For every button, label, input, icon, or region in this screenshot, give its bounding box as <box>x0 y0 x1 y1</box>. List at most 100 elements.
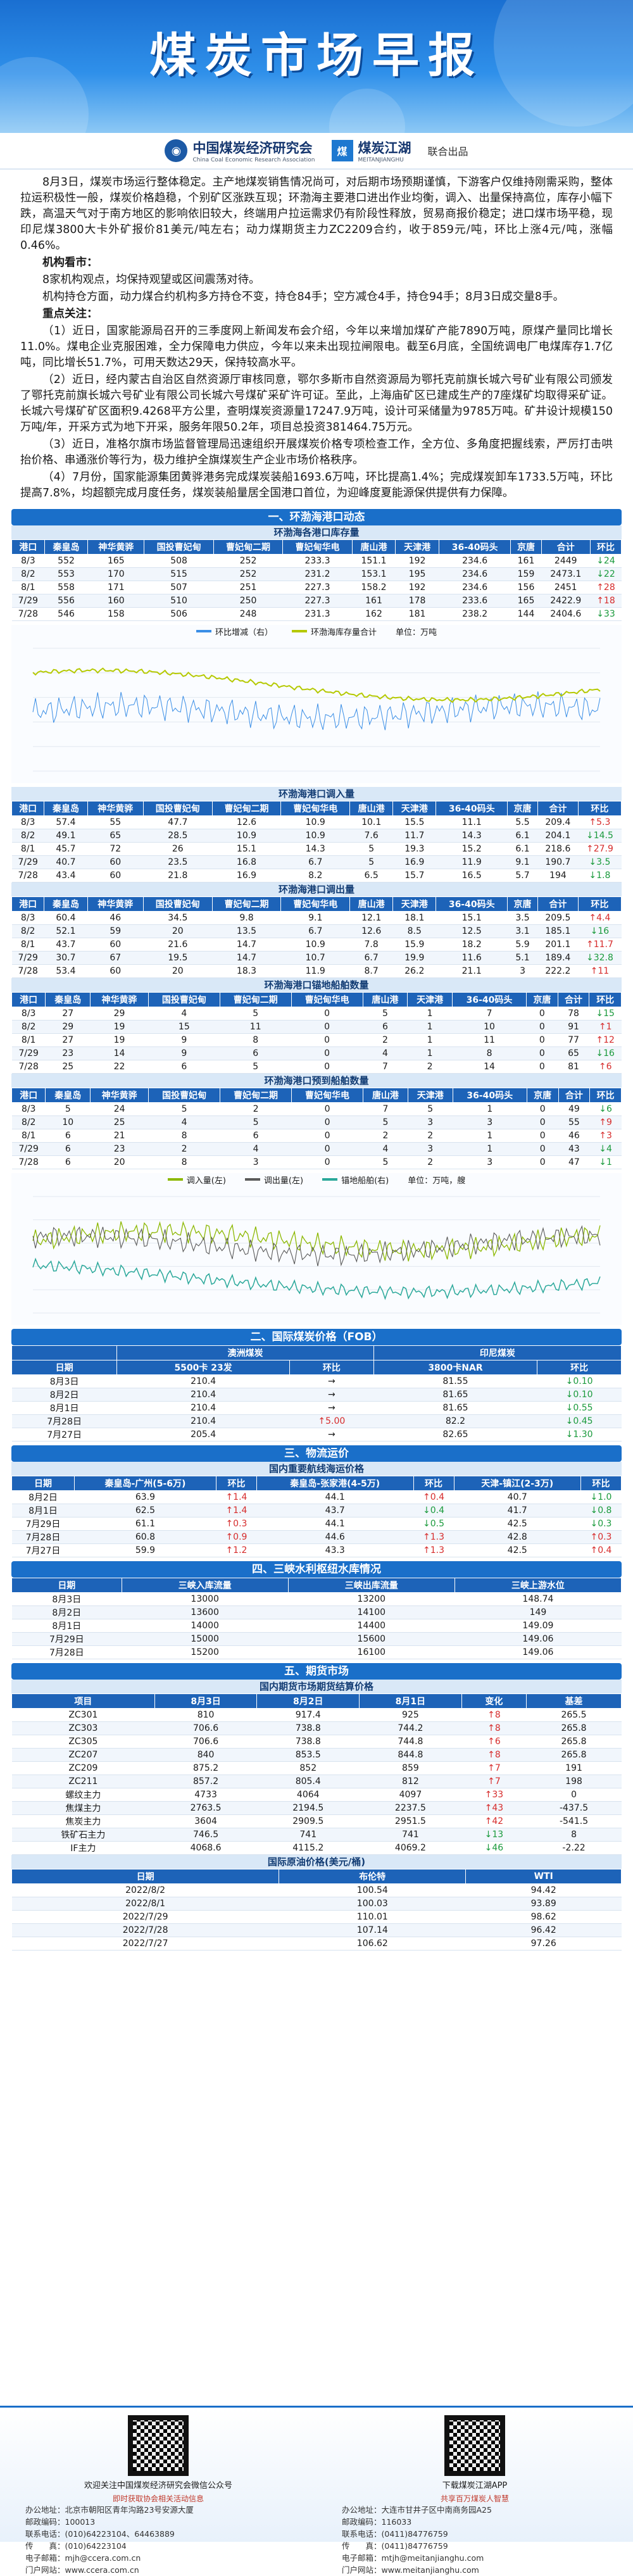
table-cell: 30.7 <box>44 951 88 965</box>
table-cell: 59.9 <box>74 1543 216 1557</box>
table-header-cell: 国投曹妃甸 <box>148 1088 221 1103</box>
table-cell: 0 <box>291 1060 363 1074</box>
table-cell: 16.5 <box>436 869 508 883</box>
table-cell: 251 <box>213 581 283 594</box>
table-cell: 8月2日 <box>11 1388 117 1402</box>
table-cell: 14.3 <box>280 842 350 856</box>
table-row: 7月29日 15000 15600 149.06 <box>11 1632 622 1646</box>
footer-caption: 即时获取协会相关活动信息 <box>112 2494 204 2503</box>
table-cell: 8/2 <box>11 1115 46 1129</box>
table-cell: ↑1.3 <box>413 1530 454 1544</box>
table-cell: 149 <box>454 1605 622 1619</box>
table-row: ZC305 706.6 738.8 744.8 ↑6 265.8 <box>11 1735 622 1749</box>
table-cell: 8 <box>220 1033 292 1047</box>
table-header-cell: 基差 <box>526 1693 622 1709</box>
table-cell: 8.7 <box>349 964 393 978</box>
table-cell: 746.5 <box>154 1828 257 1842</box>
table-cell: 10.7 <box>280 951 350 965</box>
contact-line: 门户网站：www.ccera.com.cn <box>25 2565 139 2575</box>
contact-line: 电子邮箱：mtjh@meitanjianghu.com <box>342 2553 484 2563</box>
table-cell: 738.8 <box>256 1721 360 1735</box>
table-header-cell: 36-40码头 <box>436 801 508 816</box>
table-row: 8/3 5 24 5 2 0 7 5 1 0 49 ↓6 <box>11 1102 622 1116</box>
table-cell: 21.6 <box>143 938 213 952</box>
table-cell: 10.9 <box>280 938 350 952</box>
table-header-cell: 国投曹妃甸 <box>142 896 213 912</box>
table-cell: 8/2 <box>11 567 45 581</box>
table-cell: 44.1 <box>256 1517 414 1531</box>
legend-label: 环渤海库存量合计 <box>310 627 377 638</box>
table-cell: 0 <box>291 1046 363 1060</box>
table-row: 8月1日 210.4 → 81.65 ↓0.55 <box>11 1401 622 1415</box>
table-title: 环渤海港口预到船舶数量 <box>11 1074 622 1088</box>
table-cell: 43 <box>558 1142 590 1156</box>
table-cell: ↑4.4 <box>578 911 622 925</box>
table-cell: ↑8 <box>461 1708 527 1722</box>
table-cell: ↓1.0 <box>580 1490 622 1504</box>
table-header-cell: 环比 <box>577 896 622 912</box>
table-row: ZC211 857.2 805.4 812 ↑7 198 <box>11 1775 622 1788</box>
footer: 欢迎关注中国煤炭经济研究会微信公众号 下载煤炭江湖APP 即时获取协会相关活动信… <box>0 2406 633 2575</box>
table-header-cell: 环比 <box>580 1476 622 1491</box>
table-cell: 7月27日 <box>11 1428 117 1442</box>
table-cell: 93.89 <box>465 1897 622 1911</box>
table-cell: ↑7 <box>461 1761 527 1775</box>
table-header-cell: 曹妃甸华电 <box>291 992 363 1007</box>
table-cell: ↑6 <box>589 1060 622 1074</box>
table-cell: 49 <box>558 1102 590 1116</box>
table-cell: 165 <box>87 554 144 568</box>
table-row: ZC301 810 917.4 925 ↑8 265.5 <box>11 1708 622 1722</box>
table-cell: 6 <box>220 1129 292 1143</box>
table-cell: 0 <box>291 1155 363 1169</box>
table-cell: 3604 <box>154 1814 257 1828</box>
table-cell: 508 <box>144 554 214 568</box>
table-cell: 744.8 <box>359 1735 462 1749</box>
table-row: 8月2日 210.4 → 81.65 ↓0.10 <box>11 1388 622 1402</box>
table-cell: 3.1 <box>507 924 538 938</box>
table-cell: 6.1 <box>507 829 538 843</box>
table-cell: 47 <box>558 1155 590 1169</box>
table-header-cell: 布伦特 <box>279 1869 467 1884</box>
table-cell: 25 <box>45 1060 91 1074</box>
table-header-cell: 国投曹妃甸 <box>142 801 213 816</box>
table-row: 7/29 6 23 2 4 0 4 3 1 0 43 ↓4 <box>11 1142 622 1156</box>
table-cell: 1 <box>407 1033 453 1047</box>
table-cell: 7月27日 <box>11 1543 75 1557</box>
table-row: 7月27日 59.9 ↑1.2 43.3 ↑1.3 42.5 ↑0.4 <box>11 1543 622 1557</box>
table-cell: 5 <box>148 1102 220 1116</box>
table-row: 8/3 27 29 4 5 0 5 1 7 0 78 ↓15 <box>11 1007 622 1021</box>
table-cell: 15.5 <box>392 815 436 829</box>
article-paragraph: 8家机构观点，均保持观望或区间震荡对待。 <box>42 273 260 286</box>
table-cell: 59 <box>87 924 144 938</box>
table-header: 日期 布伦特 WTI <box>11 1869 622 1884</box>
table-cell: 16100 <box>288 1645 455 1659</box>
footer-right: 下载煤炭江湖APP <box>329 2415 620 2492</box>
table-cell: 12.1 <box>349 911 393 925</box>
table-header-cell: 36-40码头 <box>436 896 508 912</box>
table-cell: 553 <box>44 567 88 581</box>
table-cell: ↑5.3 <box>578 815 622 829</box>
table-cell: 10 <box>45 1115 91 1129</box>
table-cell: 5 <box>349 842 393 856</box>
table-cell: ↑28 <box>590 581 622 594</box>
qr-code-icon <box>444 2415 505 2476</box>
table-cell: ↑42 <box>461 1814 527 1828</box>
table-cell: 3 <box>507 964 538 978</box>
table-cell: 4 <box>148 1007 220 1021</box>
table-cell: 15200 <box>122 1645 289 1659</box>
table-body: 8月2日 63.9 ↑1.4 44.1 ↑0.4 40.7 ↓1.0 8月1日 62.5 ↑1.4… <box>11 1490 622 1557</box>
table-cell: 8/3 <box>11 1007 46 1021</box>
table-row: 7/29 23 14 9 6 0 4 1 8 0 65 ↓16 <box>11 1046 622 1060</box>
table-header-cell: 秦皇岛-广州(5-6万) <box>73 1476 216 1491</box>
table-header-cell: 港口 <box>11 801 45 816</box>
table-cell: 0 <box>291 1115 363 1129</box>
table-cell: 852 <box>256 1761 360 1775</box>
table-cell: 558 <box>44 581 88 594</box>
table-header-cell: 唐山港 <box>363 1088 408 1103</box>
table-cell: 8月2日 <box>11 1490 75 1504</box>
table-header-cell: 曹妃甸华电 <box>280 801 351 816</box>
series-line <box>32 1225 601 1267</box>
contact-line: 邮政编码：116033 <box>342 2517 412 2527</box>
table-title: 环渤海港口调入量 <box>11 787 622 801</box>
table-row: 7/28 53.4 60 20 18.3 11.9 8.7 26.2 21.1 3 222.2 ↑11 <box>11 964 622 978</box>
